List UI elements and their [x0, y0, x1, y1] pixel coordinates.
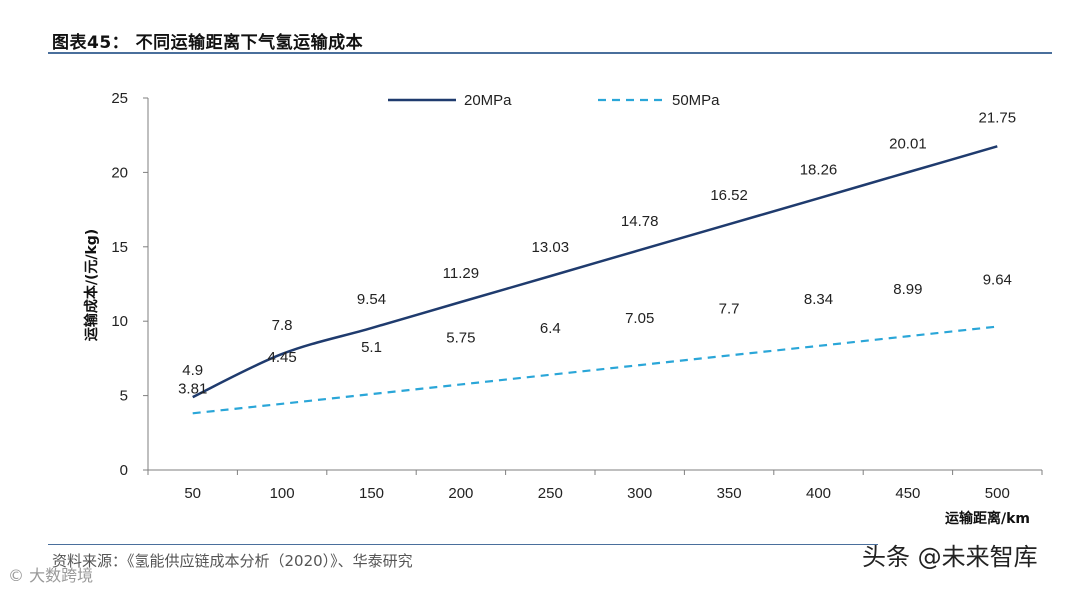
data-label: 7.7	[719, 300, 740, 317]
y-tick-label: 0	[120, 462, 128, 479]
title-divider	[48, 52, 1052, 54]
legend-label-50mpa: 50MPa	[672, 92, 720, 109]
data-label: 9.54	[357, 291, 386, 308]
data-label: 13.03	[532, 239, 570, 256]
y-tick-label: 20	[111, 164, 128, 181]
data-label: 5.1	[361, 339, 382, 356]
chart-series	[192, 145, 998, 415]
y-tick-label: 10	[111, 313, 128, 330]
x-tick-label: 250	[538, 485, 563, 502]
data-label: 8.34	[804, 291, 833, 308]
series-line-50mpa	[192, 325, 998, 415]
x-tick-label: 450	[895, 485, 920, 502]
chart-legend: 20MPa 50MPa	[388, 92, 720, 109]
x-tick-label: 100	[270, 485, 295, 502]
figure-title: 图表45： 不同运输距离下气氢运输成本	[52, 33, 364, 53]
data-label: 6.4	[540, 320, 561, 337]
footer-divider	[48, 544, 878, 545]
data-label: 4.45	[267, 349, 296, 366]
y-tick-label: 5	[120, 388, 128, 405]
x-axis-title: 运输距离/km	[945, 510, 1030, 527]
data-label: 4.9	[182, 362, 203, 379]
data-label: 21.75	[979, 109, 1017, 126]
x-tick-label: 200	[448, 485, 473, 502]
data-label: 7.05	[625, 310, 654, 327]
data-label: 5.75	[446, 329, 475, 346]
data-label: 7.8	[272, 317, 293, 334]
watermark-right: 头条 @未来智库	[862, 543, 1038, 571]
x-tick-label: 500	[985, 485, 1010, 502]
legend-label-20mpa: 20MPa	[464, 92, 512, 109]
x-tick-label: 350	[717, 485, 742, 502]
data-label: 20.01	[889, 135, 927, 152]
y-tick-label: 15	[111, 239, 128, 256]
data-label: 16.52	[710, 187, 748, 204]
x-tick-label: 300	[627, 485, 652, 502]
y-tick-label: 25	[111, 90, 128, 107]
data-label: 8.99	[893, 281, 922, 298]
chart-data-labels: 4.9 7.8 9.54 11.29 13.03 14.78 16.52 18.26 20.01…	[178, 109, 1016, 397]
watermark-left: © 大数跨境	[8, 566, 94, 585]
chart-axes: 0 5 10 15 20 25 50 100 150 200 250 300 350 400 450 500	[111, 90, 1043, 502]
data-label: 18.26	[800, 161, 838, 178]
data-label: 11.29	[443, 265, 479, 282]
data-label: 3.81	[178, 380, 207, 397]
y-axis-title: 运输成本/(元/kg)	[83, 229, 100, 341]
x-tick-label: 400	[806, 485, 831, 502]
data-label: 14.78	[621, 213, 659, 230]
data-label: 9.64	[983, 272, 1012, 289]
source-note: 资料来源：《氢能供应链成本分析（2020）》、华泰研究	[52, 552, 413, 570]
x-tick-label: 50	[184, 485, 201, 502]
x-tick-label: 150	[359, 485, 384, 502]
series-line-20mpa	[192, 145, 998, 399]
